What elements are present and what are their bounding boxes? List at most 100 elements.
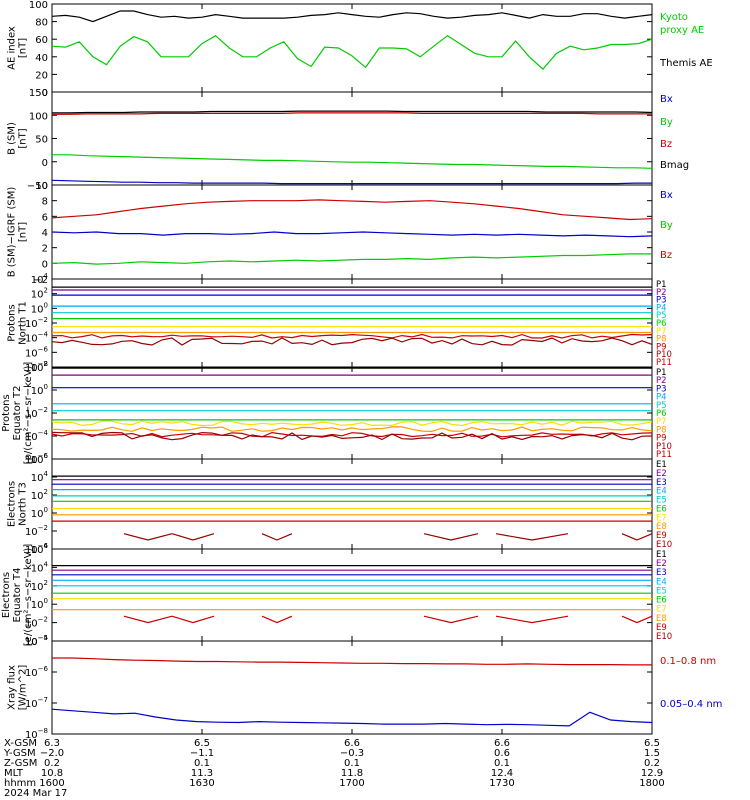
legend-p1: P1 [656,368,667,378]
y-tick-label: 20 [35,70,48,81]
y-tick-label: 100 [29,0,48,11]
x-axis-annotation: X-GSM 6.3 6.5 6.6 6.6 6.5 Y-GSM −2.0 −1.1 −0.3 0.6… [3,738,665,799]
y-tick-label: 2 [42,244,48,255]
axis-row-value: 12.4 [491,768,513,779]
axis-row-value: 1800 [639,778,664,789]
legend-bmag: Bmag [660,160,689,171]
y-tick-label: 50 [35,135,48,146]
series-line-by [51,253,652,265]
panel-frame [51,91,653,186]
y-tick-label: 102 [31,287,48,301]
legend-p9: P9 [656,342,667,352]
series-line-bx [51,231,653,238]
legend-by: By [660,117,673,128]
axis-row-value: 1700 [339,778,364,789]
axis-row-value: 6.5 [644,738,660,749]
axis-row-label: MLT [4,768,24,779]
legend-e9: E9 [656,531,667,541]
y-tick-label: 10 [35,181,48,192]
date-label: 2024 Mar 17 [4,788,67,799]
axis-row-value: 6.6 [344,738,360,749]
series-line-0-1-0-8-nm [52,657,652,666]
y-axis-label: Xray flux[W/m^2] [7,665,29,711]
legend-p1: P1 [656,280,667,290]
legend-e1: E1 [656,550,667,560]
axis-row-value: 6.6 [494,738,510,749]
legend-e6: E6 [656,504,667,514]
legend-p3: P3 [656,384,667,394]
series-line-e10 [621,533,653,541]
axis-row-value: 0.1 [344,758,360,769]
legend-0-05-0-4-nm: 0.05–0.4 nm [660,699,722,710]
axis-row-value: 1730 [489,778,514,789]
y-tick-label: 0 [42,88,48,99]
y-tick-label: 60 [35,35,48,46]
legend-p10: P10 [656,350,672,360]
axis-row-value: −0.3 [340,748,364,759]
panel-frame [51,278,653,368]
legend-e10: E10 [656,632,672,642]
series-line-by [52,154,653,169]
axis-row-value: 12.9 [641,768,663,779]
legend-e7: E7 [656,513,667,523]
panel-frame [51,366,653,460]
panel-1: 0 20 40 60 80 100 AE index[nT] Kyoto proxy AE The… [7,0,713,99]
y-tick-label: 40 [35,53,48,64]
axis-row-value: −1.1 [190,748,214,759]
axis-row-value: 1600 [39,778,64,789]
series-line-bmag [52,110,653,114]
legend-by: By [660,220,673,231]
legend-bx: Bx [660,94,673,105]
y-tick-label: 8 [42,197,48,208]
series-line-e9 [123,615,173,624]
series-line-bz [52,112,652,115]
legend-p3: P3 [656,296,667,306]
y-tick-label: 102 [31,488,48,502]
legend-e4: E4 [656,577,667,587]
y-tick-label: 4 [42,228,48,239]
y-tick-label: 10−6 [25,345,49,359]
y-tick-label: 0 [42,158,48,169]
legend-p9: P9 [656,434,667,444]
legend-p10: P10 [656,442,672,452]
axis-row-label: hhmm [4,778,36,789]
legend-p11: P11 [656,358,672,368]
axis-row-value: 11.3 [191,768,213,779]
legend-bz: Bz [660,250,672,261]
axis-row-value: 0.1 [494,758,510,769]
y-axis-label: ProtonsNorth T1 [7,301,29,345]
panel-frame [51,640,653,735]
legend-p8: P8 [656,335,667,345]
series-line-e9 [423,615,479,624]
legend-0-1-0-8-nm: 0.1–0.8 nm [660,656,716,667]
legend-p6: P6 [656,319,667,329]
axis-row-value: 0.1 [194,758,210,769]
series-line-e10 [495,533,569,541]
y-tick-label: 10−5 [25,634,48,648]
axis-row-value: 0.2 [44,758,60,769]
y-tick-label: 100 [29,111,48,122]
y-tick-label: 150 [29,88,48,99]
legend-kyoto: Kyoto [660,12,688,23]
series-line-e10 [261,533,293,541]
series-line-e9 [621,615,653,624]
legend-e3: E3 [656,478,667,488]
series-line-e9 [495,615,569,624]
series-line-p9 [51,431,653,438]
y-tick-label: −50 [27,181,48,192]
axis-row-label: Y-GSM [3,748,36,759]
legend-bz: Bz [660,139,672,150]
axis-row-value: −2.0 [40,748,64,759]
legend-e8: E8 [656,614,667,624]
panel-frame [51,458,653,550]
panel-frame [51,3,653,93]
panel-3: −2 0 2 4 6 8 10 B (SM)−IGRF (SM)[nT] Bx By Bz [7,181,673,286]
series-line-p8 [51,426,653,433]
legend-p4: P4 [656,303,667,313]
